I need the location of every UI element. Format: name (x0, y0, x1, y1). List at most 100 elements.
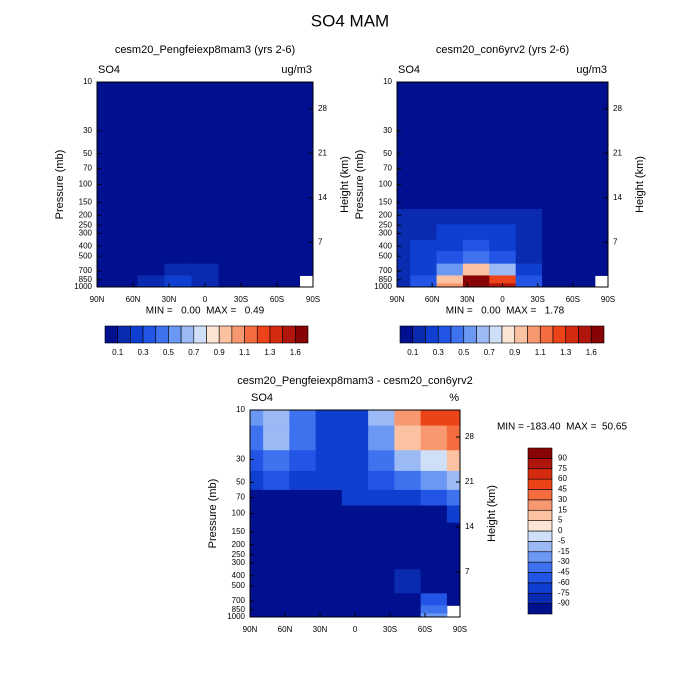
y-tick-label: 700 (379, 266, 393, 275)
x-tick-label: 90S (453, 625, 467, 634)
contour-cell (420, 593, 448, 606)
y-tick-label: 500 (232, 581, 246, 590)
x-tick-label: 30N (460, 295, 475, 304)
contour-cell (164, 208, 192, 225)
contour-cell (289, 553, 317, 570)
contour-cell (263, 580, 290, 594)
contour-cell (315, 538, 343, 555)
contour-cell (462, 263, 490, 276)
contour-cell (368, 425, 395, 451)
contour-cell (289, 425, 317, 451)
contour-cell (137, 251, 165, 265)
contour-cell (462, 142, 490, 162)
y-tick-label: 1000 (227, 612, 245, 621)
contour-cell (137, 82, 165, 98)
colorbar-box (527, 572, 553, 584)
colorbar-box (527, 325, 541, 344)
contour-cell (436, 193, 464, 210)
colorbar-box (527, 489, 553, 501)
contour-cell (110, 121, 138, 143)
y2-tick-label: 28 (613, 104, 622, 113)
contour-cell (137, 142, 165, 162)
contour-cell (489, 161, 517, 178)
contour-cell (218, 161, 246, 178)
contour-cell (420, 450, 448, 472)
contour-cell (164, 161, 192, 178)
contour-cell (110, 239, 138, 252)
contour-cell (446, 505, 461, 524)
contour-cell (410, 239, 438, 252)
contour-cell (289, 522, 317, 539)
contour-cell (245, 283, 273, 288)
contour-cell (462, 161, 490, 178)
contour-cell (515, 239, 543, 252)
contour-cell (97, 208, 111, 225)
contour-cell (97, 176, 111, 195)
contour-cell (489, 121, 517, 143)
y-tick-label: 700 (79, 266, 93, 275)
colorbar-box (450, 325, 465, 344)
contour-cell (594, 82, 609, 98)
contour-cell (315, 522, 343, 539)
contour-cell (250, 450, 264, 472)
contour-cell (368, 470, 395, 491)
contour-cell (97, 82, 111, 98)
contour-cell (250, 425, 264, 451)
contour-cell (315, 613, 343, 618)
contour-cell (341, 605, 369, 614)
contour-cell (245, 208, 273, 225)
y-tick-label: 300 (232, 558, 246, 567)
x-tick-label: 90N (243, 625, 258, 634)
contour-cell (436, 121, 464, 143)
y-tick-label: 10 (83, 77, 92, 86)
contour-cell (110, 97, 138, 123)
contour-cell (368, 580, 395, 594)
contour-cell (542, 176, 569, 195)
contour-cell (97, 121, 111, 143)
contour-cell (515, 121, 543, 143)
contour-cell (394, 613, 422, 618)
contour-cell (568, 193, 596, 210)
contour-cell (97, 283, 111, 288)
contour-cell (299, 121, 314, 143)
colorbar-box (527, 468, 553, 480)
colorbar-box (527, 458, 553, 470)
contour-cell (245, 193, 273, 210)
contour-cell (368, 613, 395, 618)
y-tick-label: 150 (379, 198, 393, 207)
right-label: ug/m3 (576, 64, 607, 76)
x-tick-label: 30S (234, 295, 248, 304)
contour-cell (341, 553, 369, 570)
contour-cell (462, 121, 490, 143)
contour-cell (245, 251, 273, 265)
contour-cell (462, 82, 490, 98)
colorbar-label: -30 (558, 557, 570, 566)
x-tick-label: 90N (90, 295, 105, 304)
contour-cell (489, 251, 517, 265)
contour-cell (218, 82, 246, 98)
colorbar-box (206, 325, 220, 344)
contour-cell (341, 425, 369, 451)
contour-cell (515, 263, 543, 276)
contour-cell (420, 470, 448, 491)
contour-cell (489, 176, 517, 195)
contour-cell (394, 425, 422, 451)
contour-cell (191, 82, 219, 98)
colorbar-box (565, 325, 579, 344)
contour-cell (410, 82, 438, 98)
contour-cell (97, 224, 111, 241)
y2-tick-label: 7 (465, 567, 470, 576)
stats-label: MIN = -183.40 MAX = 50.65 (497, 422, 628, 433)
contour-cell (315, 470, 343, 491)
y-tick-label: 100 (379, 180, 393, 189)
contour-cell (218, 121, 246, 143)
contour-cell (368, 489, 395, 506)
contour-cell (542, 161, 569, 178)
contour-cell (250, 613, 264, 618)
y-tick-label: 300 (379, 229, 393, 238)
y-tick-label: 150 (232, 527, 246, 536)
colorbar-box (552, 325, 567, 344)
contour-cell (272, 239, 300, 252)
colorbar-box (527, 541, 553, 553)
contour-cell (299, 208, 314, 225)
